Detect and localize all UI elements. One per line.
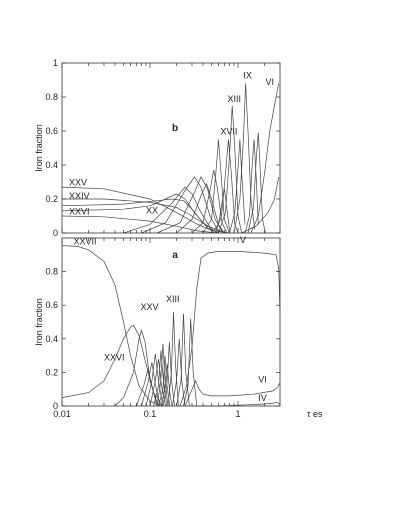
panel-a-series-line-14 bbox=[172, 338, 186, 407]
panel-b-y-axis-label: Iron fraction bbox=[34, 124, 44, 172]
panel-b-plot-frame bbox=[61, 62, 281, 234]
panel-a-x-tick-label: 0.1 bbox=[144, 409, 157, 419]
panel-b-y-tick-label: 1 bbox=[53, 58, 58, 68]
panel-b-y-tick-label: 0.6 bbox=[45, 126, 58, 136]
panel-a-x-tick-label: 0.01 bbox=[53, 409, 71, 419]
panel-b-series-line-6 bbox=[123, 186, 212, 234]
panel-b-ion-label: XIII bbox=[228, 94, 242, 104]
panel-b-ion-label: XXVI bbox=[69, 206, 90, 216]
panel-a-ion-label: IV bbox=[258, 393, 267, 403]
panel-a-x-tick-label: 1 bbox=[236, 409, 241, 419]
panel-a-ion-label: VI bbox=[258, 374, 267, 384]
panel-a-series-line-4 bbox=[136, 368, 158, 407]
panel-b-y-tick-label: 0 bbox=[53, 228, 58, 238]
panel-b-series-line-15 bbox=[229, 139, 246, 234]
panel-a-series-line-2 bbox=[61, 324, 164, 407]
panel-b-series-line-11 bbox=[202, 139, 230, 234]
panel-a-series-line-10 bbox=[158, 355, 171, 407]
panel-b-letter: b bbox=[172, 123, 178, 134]
panel-a-plot-frame bbox=[61, 237, 281, 407]
panel-a-ion-label: XIII bbox=[166, 294, 180, 304]
panel-a-series-line-6 bbox=[145, 353, 164, 407]
panel-a-y-tick-label: 0.6 bbox=[45, 300, 58, 310]
panel-b-series-line-14 bbox=[218, 105, 243, 234]
panel-a-letter: a bbox=[172, 250, 178, 261]
panel-b-series-line-16 bbox=[233, 83, 256, 234]
panel-b-series-line-8 bbox=[156, 176, 224, 234]
panel-a-series-line-18 bbox=[184, 379, 281, 407]
panel-b-ion-label: VI bbox=[265, 77, 274, 87]
panel-b-series-line-13 bbox=[214, 139, 239, 234]
panel-b-ion-label: XX bbox=[146, 205, 158, 215]
panel-a-y-tick-label: 0 bbox=[53, 401, 58, 411]
panel-a-series-line-7 bbox=[149, 358, 166, 407]
panel-b-ion-label: IX bbox=[243, 70, 252, 80]
panel-a-ion-label: V bbox=[240, 235, 246, 245]
panel-b-y-tick-label: 0.2 bbox=[45, 194, 58, 204]
panel-b-series-line-17 bbox=[244, 139, 259, 234]
panel-a-series-line-11 bbox=[161, 363, 173, 407]
panel-a-series-line-19 bbox=[192, 402, 281, 407]
panel-a-y-tick-label: 0.2 bbox=[45, 367, 58, 377]
panel-a-ion-label: XXVII bbox=[73, 237, 96, 247]
panel-b-y-tick-label: 0.8 bbox=[45, 92, 58, 102]
panel-a-series-line-1 bbox=[61, 245, 161, 407]
panel-a-series-line-12 bbox=[162, 342, 175, 407]
panel-b-series-line-19 bbox=[250, 83, 280, 234]
panel-a-series-line-17 bbox=[179, 251, 281, 407]
panel-a-x-axis-label: τ es bbox=[307, 409, 323, 419]
panel-b-ion-label: XXV bbox=[69, 177, 87, 187]
panel-a-ion-label: XXVI bbox=[104, 353, 125, 363]
panel-b-ion-label: XXIV bbox=[69, 191, 90, 201]
panel-b-y-tick-label: 0.4 bbox=[45, 160, 58, 170]
panel-a-y-tick-label: 0.4 bbox=[45, 334, 58, 344]
panel-a-y-axis-label: Iron fraction bbox=[34, 298, 44, 346]
panel-b-series-line-7 bbox=[141, 176, 219, 234]
panel-b-ion-label: XVII bbox=[220, 126, 237, 136]
panel-a-ion-label: XXV bbox=[141, 302, 159, 312]
panel-a-y-tick-label: 0.8 bbox=[45, 267, 58, 277]
panel-b-series-line-20 bbox=[241, 176, 280, 234]
